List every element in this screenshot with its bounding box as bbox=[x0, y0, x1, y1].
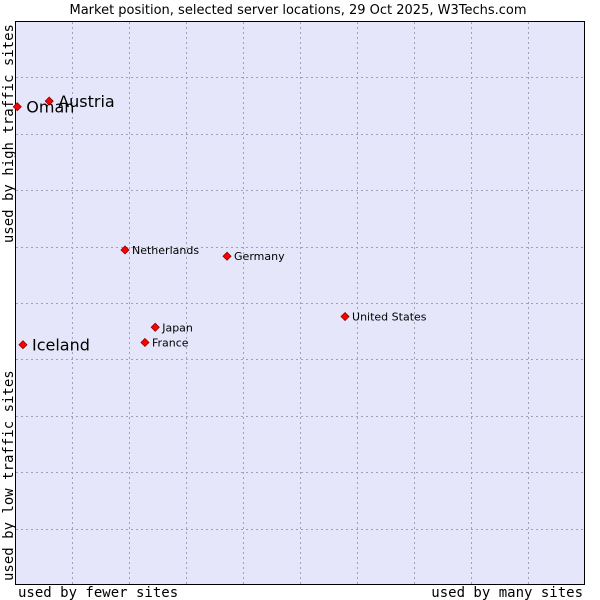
y-axis-label-top: used by high traffic sites bbox=[1, 24, 17, 243]
point-label: Japan bbox=[161, 321, 193, 334]
point-marker bbox=[18, 340, 28, 350]
point-label: France bbox=[152, 336, 189, 349]
data-point-oman[interactable]: Oman bbox=[12, 98, 74, 117]
point-label: Austria bbox=[58, 92, 115, 111]
y-axis-label-bottom: used by low traffic sites bbox=[1, 370, 17, 581]
point-label: Oman bbox=[26, 98, 74, 117]
data-point-netherlands[interactable]: Netherlands bbox=[120, 244, 199, 257]
x-axis-label-right: used by many sites bbox=[431, 585, 583, 600]
point-label: United States bbox=[352, 311, 427, 324]
point-marker bbox=[150, 322, 160, 332]
point-marker bbox=[140, 337, 150, 348]
data-point-japan[interactable]: Japan bbox=[150, 321, 193, 334]
point-marker bbox=[12, 102, 22, 112]
point-label: Netherlands bbox=[132, 244, 199, 257]
data-point-united-states[interactable]: United States bbox=[340, 311, 427, 324]
point-marker bbox=[222, 251, 232, 261]
grid-lines bbox=[16, 22, 585, 585]
point-label: Germany bbox=[234, 250, 285, 263]
data-point-iceland[interactable]: Iceland bbox=[18, 336, 90, 355]
point-label: Iceland bbox=[32, 336, 90, 355]
point-marker bbox=[340, 311, 350, 322]
data-point-germany[interactable]: Germany bbox=[222, 250, 285, 263]
point-marker bbox=[120, 245, 130, 255]
data-point-austria[interactable]: Austria bbox=[44, 92, 115, 111]
chart-title: Market position, selected server locatio… bbox=[69, 3, 526, 18]
point-marker bbox=[44, 96, 54, 106]
x-axis-label-left: used by fewer sites bbox=[18, 585, 178, 600]
data-point-france[interactable]: France bbox=[140, 336, 189, 349]
